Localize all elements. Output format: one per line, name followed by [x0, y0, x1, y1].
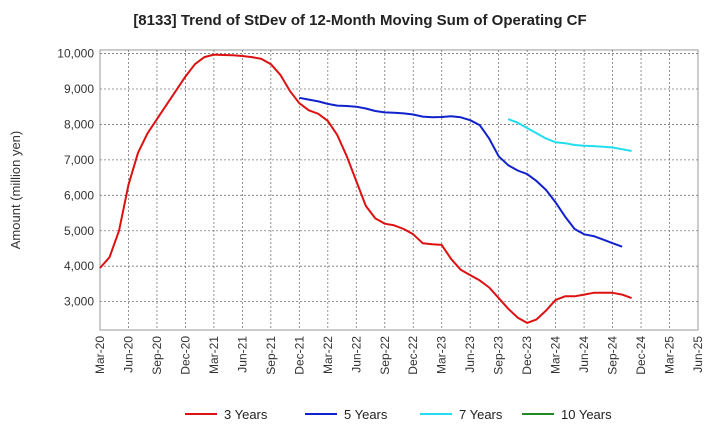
x-tick-label: Dec-20	[178, 336, 192, 375]
x-tick-label: Jun-23	[463, 336, 477, 373]
y-tick-label: 5,000	[64, 224, 94, 238]
x-tick-label: Mar-21	[207, 336, 221, 374]
x-tick-label: Jun-22	[349, 336, 363, 373]
x-tick-label: Mar-25	[663, 336, 677, 374]
legend: 3 Years 5 Years 7 Years 10 Years	[185, 407, 612, 422]
y-tick-label: 7,000	[64, 153, 94, 167]
y-tick-label: 4,000	[64, 259, 94, 273]
x-tick-label: Mar-20	[93, 336, 107, 374]
x-tick-label: Sep-21	[264, 336, 278, 375]
y-axis-label: Amount (million yen)	[8, 131, 23, 250]
x-tick-label: Jun-21	[235, 336, 249, 373]
x-tick-label: Jun-25	[691, 336, 705, 373]
x-tick-label: Jun-20	[121, 336, 135, 373]
series-line-5-years	[299, 96, 623, 248]
x-tick-label: Dec-22	[406, 336, 420, 375]
y-tick-label: 3,000	[64, 295, 94, 309]
x-tick-label: Sep-20	[150, 336, 164, 375]
grid-lines	[100, 50, 698, 330]
x-tick-label: Dec-24	[634, 336, 648, 375]
series-lines	[99, 53, 632, 324]
y-tick-label: 9,000	[64, 82, 94, 96]
x-tick-label: Sep-23	[492, 336, 506, 375]
legend-label: 7 Years	[459, 407, 503, 422]
legend-label: 10 Years	[561, 407, 612, 422]
y-tick-label: 8,000	[64, 117, 94, 131]
series-line-7-years	[507, 118, 632, 152]
x-tick-label: Mar-22	[321, 336, 335, 374]
x-tick-label: Mar-24	[549, 336, 563, 374]
x-tick-label: Sep-24	[606, 336, 620, 375]
legend-label: 5 Years	[344, 407, 388, 422]
x-tick-label: Dec-23	[520, 336, 534, 375]
plot-background	[99, 49, 699, 331]
y-tick-label: 10,000	[57, 47, 94, 61]
x-tick-label: Jun-24	[577, 336, 591, 373]
series-line-3-years	[99, 53, 632, 324]
legend-label: 3 Years	[224, 407, 268, 422]
x-tick-label: Mar-23	[435, 336, 449, 374]
x-tick-label: Sep-22	[378, 336, 392, 375]
x-tick-label: Dec-21	[292, 336, 306, 375]
y-tick-label: 6,000	[64, 188, 94, 202]
axes: 3,000 4,000 5,000 6,000 7,000 8,000 9,000 10,00…	[57, 47, 705, 375]
chart-title: [8133] Trend of StDev of 12-Month Moving…	[133, 12, 587, 29]
